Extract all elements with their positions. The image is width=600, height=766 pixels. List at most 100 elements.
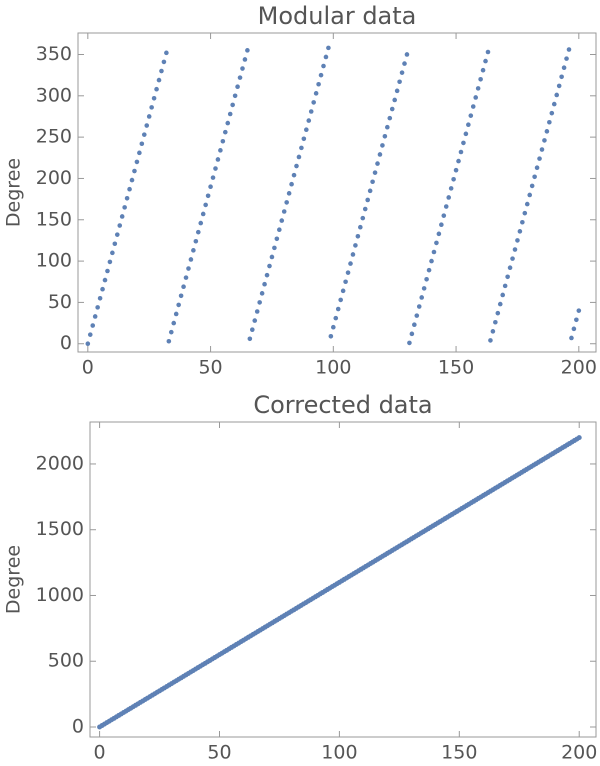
point [272,245,277,251]
point [463,131,469,137]
point [439,222,444,228]
point [110,250,115,256]
plot-frame [89,421,597,738]
point [380,143,385,148]
point [502,283,508,289]
point [426,267,432,273]
point [183,275,189,280]
point [237,75,243,80]
point [299,145,304,151]
point [397,79,402,85]
point [107,259,113,265]
point [227,111,233,117]
point [87,332,93,337]
point [421,286,427,291]
point [328,333,334,339]
point [574,317,579,323]
point [377,152,383,157]
y-tick-label: 150 [36,208,72,230]
point [235,84,240,90]
point [95,305,100,310]
y-tick-label: 1500 [36,518,84,540]
point [485,49,491,55]
point [232,93,238,99]
point [264,272,270,278]
x-tick-label: 50 [198,357,222,379]
point [304,127,309,132]
point [119,214,125,219]
point [576,435,582,441]
point [92,314,98,319]
point [195,229,201,235]
point [134,159,140,165]
point [483,58,488,64]
point [478,76,483,82]
point [301,136,307,142]
y-axis-label: Degree [3,545,25,614]
point [456,158,461,164]
point [245,48,250,53]
point [171,320,177,326]
point [124,195,130,201]
point [522,210,528,216]
point [316,81,321,87]
point [475,86,481,91]
point [458,149,464,155]
point [129,177,135,183]
point [166,338,172,344]
point [370,179,375,185]
y-tick-label: 0 [72,716,84,738]
point [127,186,132,192]
x-tick-label: 50 [207,742,231,764]
point [112,241,118,247]
point [517,229,523,234]
y-tick-label: 2000 [36,452,84,474]
point [193,238,199,244]
point [254,309,260,314]
point [382,134,388,139]
point [321,63,326,69]
point [191,248,196,253]
point [497,301,503,307]
y-tick-label: 1000 [36,584,84,606]
x-tick-label: 0 [94,742,106,764]
point [532,174,537,180]
point [90,323,96,328]
point [335,306,341,312]
point [576,308,582,313]
point [102,277,108,283]
point [566,47,572,52]
chart-title: Modular data [258,2,417,30]
point [392,97,397,103]
point [556,83,562,89]
point [436,231,442,237]
point [250,327,255,332]
point [453,167,459,173]
point [156,77,162,83]
point [529,183,535,189]
point [181,284,186,290]
point [311,100,316,105]
point [365,197,370,203]
point [470,104,476,109]
point [404,52,410,57]
x-tick-label: 150 [441,742,477,764]
point [114,232,120,237]
point [480,67,486,73]
point [284,200,289,205]
point [205,193,211,199]
point [385,124,390,130]
point [296,154,302,160]
point [524,201,530,207]
point [441,213,447,218]
point [402,61,407,66]
point [151,95,157,101]
point [117,223,123,228]
point [331,324,336,330]
point [122,205,127,210]
point [544,129,550,134]
point [279,218,285,223]
point [257,300,262,305]
point [168,329,174,335]
point [372,170,378,175]
